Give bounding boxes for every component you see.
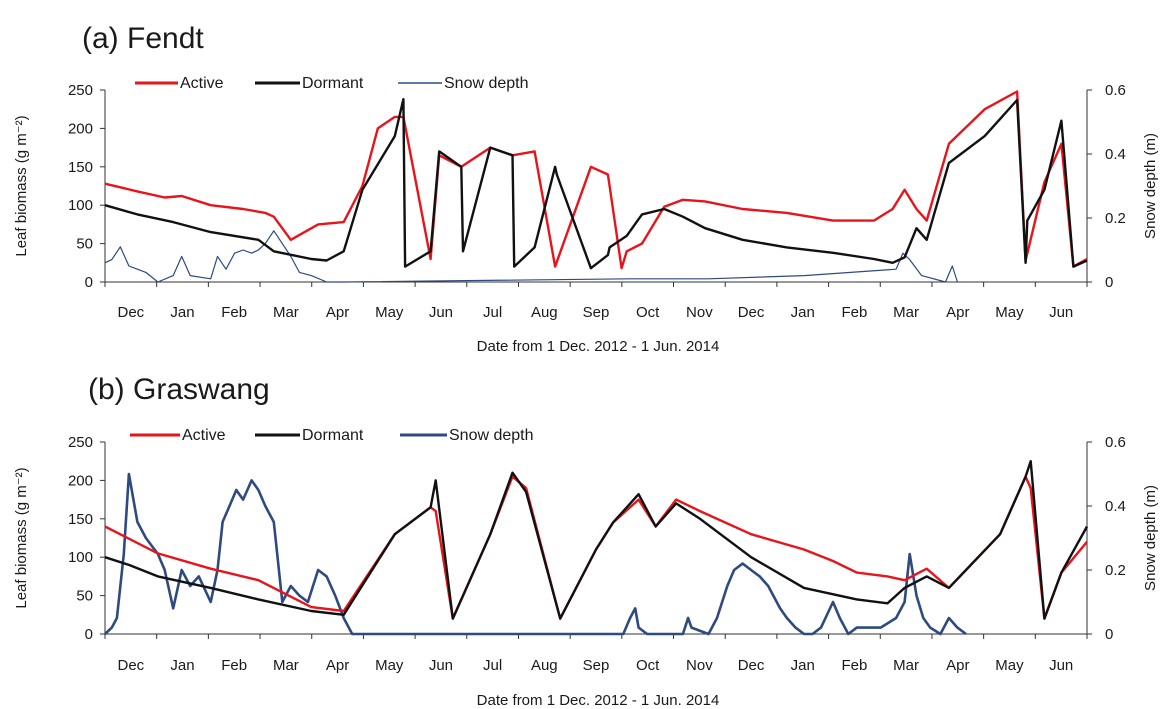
y-tick-label: 100: [68, 197, 93, 214]
x-tick-label: Feb: [221, 657, 247, 674]
x-axis-label: Date from 1 Dec. 2012 - 1 Jun. 2014: [477, 338, 720, 355]
x-tick-label: Dec: [117, 657, 144, 674]
y-tick-label: 200: [68, 472, 93, 489]
series-line-snow-depth: [104, 472, 967, 636]
x-tick-label: Mar: [273, 657, 299, 674]
x-tick-label: May: [375, 304, 404, 321]
panel-title: (b) Graswang: [88, 373, 270, 406]
y-axis-label: Leaf biomass (g m⁻²): [13, 115, 30, 256]
y-tick-label: 100: [68, 549, 93, 566]
x-tick-label: Mar: [273, 304, 299, 321]
y2-tick-label: 0.6: [1105, 434, 1126, 451]
y-tick-label: 0: [85, 274, 93, 291]
y-tick-label: 150: [68, 511, 93, 528]
legend-label-snow-depth: Snow depth: [444, 75, 529, 92]
y2-axis-label: Snow depth (m): [1142, 133, 1159, 239]
y-tick-label: 50: [76, 236, 93, 253]
x-tick-label: Sep: [583, 657, 610, 674]
x-tick-label: Jan: [791, 657, 815, 674]
y-tick-label: 0: [85, 626, 93, 643]
y2-tick-label: 0: [1105, 626, 1113, 643]
y-axis-label: Leaf biomass (g m⁻²): [13, 467, 30, 608]
y-tick-label: 250: [68, 434, 93, 451]
y-tick-label: 50: [76, 588, 93, 605]
x-tick-label: Mar: [893, 304, 919, 321]
chart-panel-a: (a) Fendt 0 50 100 150 200 250 0 0.2 0.4 0.6 Dec Jan…: [13, 22, 1159, 355]
legend-label-dormant: Dormant: [302, 427, 364, 444]
x-tick-label: Feb: [841, 657, 867, 674]
legend-label-dormant: Dormant: [302, 75, 364, 92]
series-line-dormant: [104, 97, 1088, 270]
x-tick-label: Oct: [636, 657, 660, 674]
y-tick-label: 250: [68, 82, 93, 99]
x-tick-label: Nov: [686, 657, 713, 674]
y-tick-label: 200: [68, 120, 93, 137]
x-tick-label: Jan: [170, 657, 194, 674]
x-tick-label: Apr: [946, 657, 969, 674]
series-line-dormant: [104, 460, 1089, 620]
x-tick-label: Feb: [841, 304, 867, 321]
x-tick-label: Apr: [326, 657, 349, 674]
y2-tick-label: 0.6: [1105, 82, 1126, 99]
x-tick-label: Dec: [738, 657, 765, 674]
series-line-active: [104, 90, 1088, 270]
x-tick-label: Feb: [221, 304, 247, 321]
y-tick-label: 150: [68, 159, 93, 176]
chart-panel-b: (b) Graswang 0 50 100 150 200 250 0 0.2 0.4 0.6 Dec…: [13, 373, 1159, 709]
legend-label-active: Active: [182, 427, 226, 444]
x-tick-label: May: [995, 657, 1024, 674]
legend-label-active: Active: [180, 75, 224, 92]
panel-title: (a) Fendt: [82, 22, 204, 55]
x-tick-label: Sep: [583, 304, 610, 321]
x-tick-label: Jan: [170, 304, 194, 321]
y2-axis-label: Snow depth (m): [1142, 485, 1159, 591]
y2-tick-label: 0: [1105, 274, 1113, 291]
x-axis-label: Date from 1 Dec. 2012 - 1 Jun. 2014: [477, 692, 720, 709]
y2-tick-label: 0.2: [1105, 210, 1126, 227]
x-tick-label: Jun: [1049, 304, 1073, 321]
x-tick-label: Oct: [636, 304, 660, 321]
x-tick-label: Aug: [531, 304, 558, 321]
x-tick-label: Jun: [429, 304, 453, 321]
x-tick-label: Mar: [893, 657, 919, 674]
series-line-snow-depth: [104, 230, 958, 283]
legend-label-snow-depth: Snow depth: [449, 427, 534, 444]
x-tick-label: Jul: [483, 304, 502, 321]
x-tick-label: Jun: [429, 657, 453, 674]
x-tick-label: Jul: [483, 657, 502, 674]
y2-tick-label: 0.2: [1105, 562, 1126, 579]
y2-tick-label: 0.4: [1105, 146, 1126, 163]
x-tick-label: Apr: [326, 304, 349, 321]
x-tick-label: Dec: [738, 304, 765, 321]
x-tick-label: Apr: [946, 304, 969, 321]
x-tick-label: Nov: [686, 304, 713, 321]
x-tick-label: May: [375, 657, 404, 674]
x-tick-label: Dec: [117, 304, 144, 321]
x-tick-label: Aug: [531, 657, 558, 674]
x-tick-label: Jun: [1049, 657, 1073, 674]
y2-tick-label: 0.4: [1105, 498, 1126, 515]
x-tick-label: Jan: [791, 304, 815, 321]
x-tick-label: May: [995, 304, 1024, 321]
